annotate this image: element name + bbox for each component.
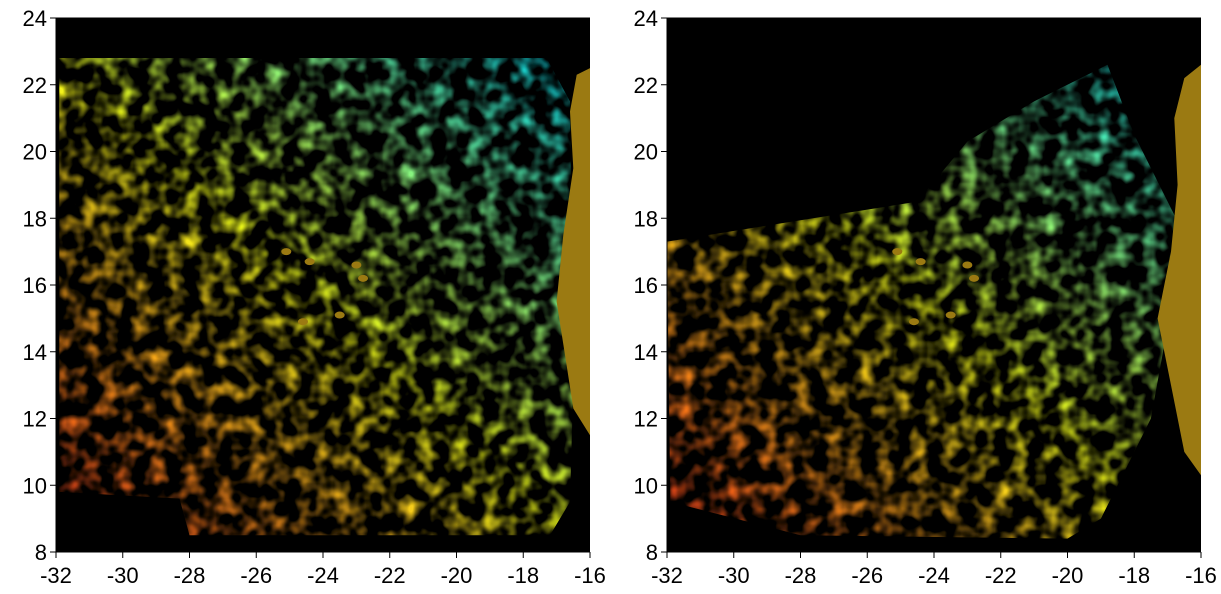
y-tick-label: 12 [23, 407, 47, 432]
ocean-field-swath [667, 64, 1185, 539]
y-tick-label: 8 [35, 540, 47, 565]
y-tick-label: 24 [23, 6, 47, 31]
y-tick-label: 14 [23, 340, 47, 365]
x-tick-label: -28 [174, 563, 206, 588]
island [945, 311, 956, 319]
x-tick-label: -26 [240, 563, 272, 588]
x-tick-label: -30 [107, 563, 139, 588]
island [297, 318, 308, 326]
x-tick-label: -18 [507, 563, 539, 588]
ocean-field-swath [59, 58, 574, 536]
island [358, 274, 369, 282]
y-tick-label: 18 [634, 206, 658, 231]
left-map-svg: -32 -30 -28 -26 -24 -22 -20 -18 -16 8 10 12 14 16 18 20… [23, 6, 606, 588]
y-tick-label: 8 [646, 540, 658, 565]
y-tick-label: 24 [634, 6, 658, 31]
x-tick-label: -16 [1185, 563, 1217, 588]
island [351, 261, 362, 269]
x-tick-label: -22 [374, 563, 406, 588]
x-tick-label: -32 [40, 563, 72, 588]
y-tick-label: 14 [634, 340, 658, 365]
island [908, 318, 919, 326]
y-tick-label: 18 [23, 206, 47, 231]
y-tick-label: 22 [634, 73, 658, 98]
island [304, 258, 315, 266]
right-map-panel: -32 -30 -28 -26 -24 -22 -20 -18 -16 8 10 12 14 16 18 20… [611, 0, 1221, 594]
coastline-land [556, 68, 590, 436]
y-tick-label: 22 [23, 73, 47, 98]
x-tick-label: -26 [851, 563, 883, 588]
right-map-svg: -32 -30 -28 -26 -24 -22 -20 -18 -16 8 10 12 14 16 18 20… [634, 6, 1217, 588]
x-tick-label: -16 [574, 563, 606, 588]
y-tick-label: 20 [634, 140, 658, 165]
x-tick-label: -30 [718, 563, 750, 588]
left-map-panel: -32 -30 -28 -26 -24 -22 -20 -18 -16 8 10 12 14 16 18 20… [0, 0, 610, 594]
y-tick-label: 10 [634, 473, 658, 498]
y-tick-label: 10 [23, 473, 47, 498]
x-tick-label: -20 [441, 563, 473, 588]
x-tick-label: -22 [985, 563, 1017, 588]
y-tick-label: 16 [23, 273, 47, 298]
x-tick-label: -18 [1118, 563, 1150, 588]
island [334, 311, 345, 319]
y-tick-label: 20 [23, 140, 47, 165]
y-tick-label: 12 [634, 407, 658, 432]
x-tick-label: -24 [918, 563, 950, 588]
x-tick-label: -32 [651, 563, 683, 588]
x-tick-label: -24 [307, 563, 339, 588]
coastline-land [1157, 64, 1201, 476]
island [915, 258, 926, 266]
y-tick-label: 16 [634, 273, 658, 298]
island [969, 274, 980, 282]
island [281, 248, 292, 256]
x-tick-label: -28 [785, 563, 817, 588]
x-tick-label: -20 [1052, 563, 1084, 588]
island [962, 261, 973, 269]
island [892, 248, 903, 256]
